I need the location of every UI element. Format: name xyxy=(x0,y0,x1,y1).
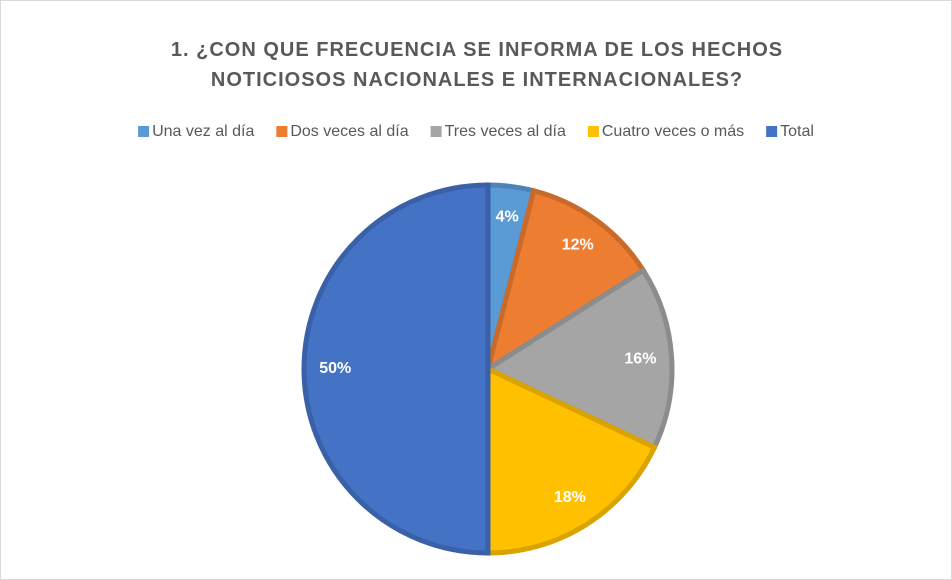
data-label: 18% xyxy=(554,489,586,506)
pie-slice xyxy=(484,187,647,375)
legend-label: Una vez al día xyxy=(152,123,254,140)
data-label: 16% xyxy=(624,351,656,368)
pie-slice xyxy=(485,365,658,556)
legend-label: Dos veces al día xyxy=(290,123,408,140)
legend-label: Tres veces al día xyxy=(445,123,566,140)
legend-label: Cuatro veces o más xyxy=(602,123,744,140)
legend-swatch xyxy=(587,126,599,137)
legend-swatch xyxy=(138,126,150,137)
pie-slice xyxy=(482,266,675,451)
legend-swatch xyxy=(766,126,778,137)
data-label: 50% xyxy=(319,360,351,377)
pie-slice xyxy=(301,182,491,556)
data-label: 4% xyxy=(496,209,519,226)
chart-title: 1. ¿CON QUE FRECUENCIA SE INFORMA DE LOS… xyxy=(170,39,784,91)
legend-swatch xyxy=(276,126,288,137)
data-label: 12% xyxy=(562,237,594,254)
legend-swatch xyxy=(430,126,442,137)
legend-label: Total xyxy=(780,123,814,140)
